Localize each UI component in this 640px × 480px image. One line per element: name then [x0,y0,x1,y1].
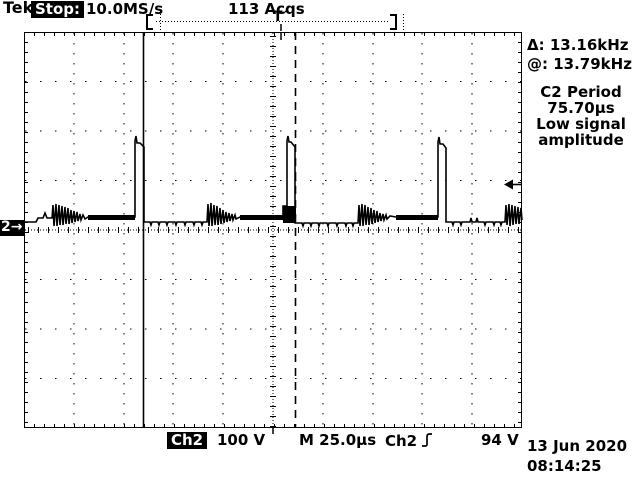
acquisitions-count: 113 Acqs [228,0,305,18]
graticule [24,32,522,434]
sample-rate-readout: 10.0MS/s [86,0,164,18]
rising-edge-icon [422,433,433,447]
measurement-readout: C2 Period 75.70µs Low signal amplitude [522,84,640,148]
trigger-source-readout: Ch2 [385,432,433,450]
channel-2-ground-marker: 2→ [0,220,26,236]
date-readout: 13 Jun 2020 [527,437,628,455]
measurement-value: 75.70µs [547,99,615,117]
record-right-bracket-icon [390,14,397,30]
time-readout: 08:14:25 [527,457,602,475]
channel-2-label-badge: Ch2 [167,432,208,449]
record-position-bar [146,9,404,31]
cursor-delta-readout: Δ: 13.16kHz [527,36,629,54]
acquisition-state-badge: Stop: [31,1,85,18]
vertical-scale-readout: 100 V [217,431,266,449]
cursors [142,32,297,428]
measurement-label: C2 Period [540,83,622,101]
graticule-border-ticks [24,32,522,428]
trigger-source-label: Ch2 [385,432,418,450]
waveform-trace-ch2 [24,135,523,229]
trigger-position-marker: T [273,9,283,25]
waveform-pulse2-base-block [283,206,296,223]
tek-logo: Tek [3,0,34,17]
cursor-absolute-readout: @: 13.79kHz [527,55,632,73]
trigger-marker-arrow-icon [283,9,288,14]
timebase-readout: M 25.0µs [299,431,377,449]
graticule-border [24,32,522,428]
measurement-warning-line1: Low signal [536,115,626,133]
record-left-bracket-icon [146,14,153,30]
measurement-warning-line2: amplitude [538,131,624,149]
graticule-center-crosshair [25,33,521,428]
trigger-level-arrow-icon [504,179,521,190]
trigger-level-readout: 94 V [481,431,519,449]
waveform-path [24,135,523,229]
